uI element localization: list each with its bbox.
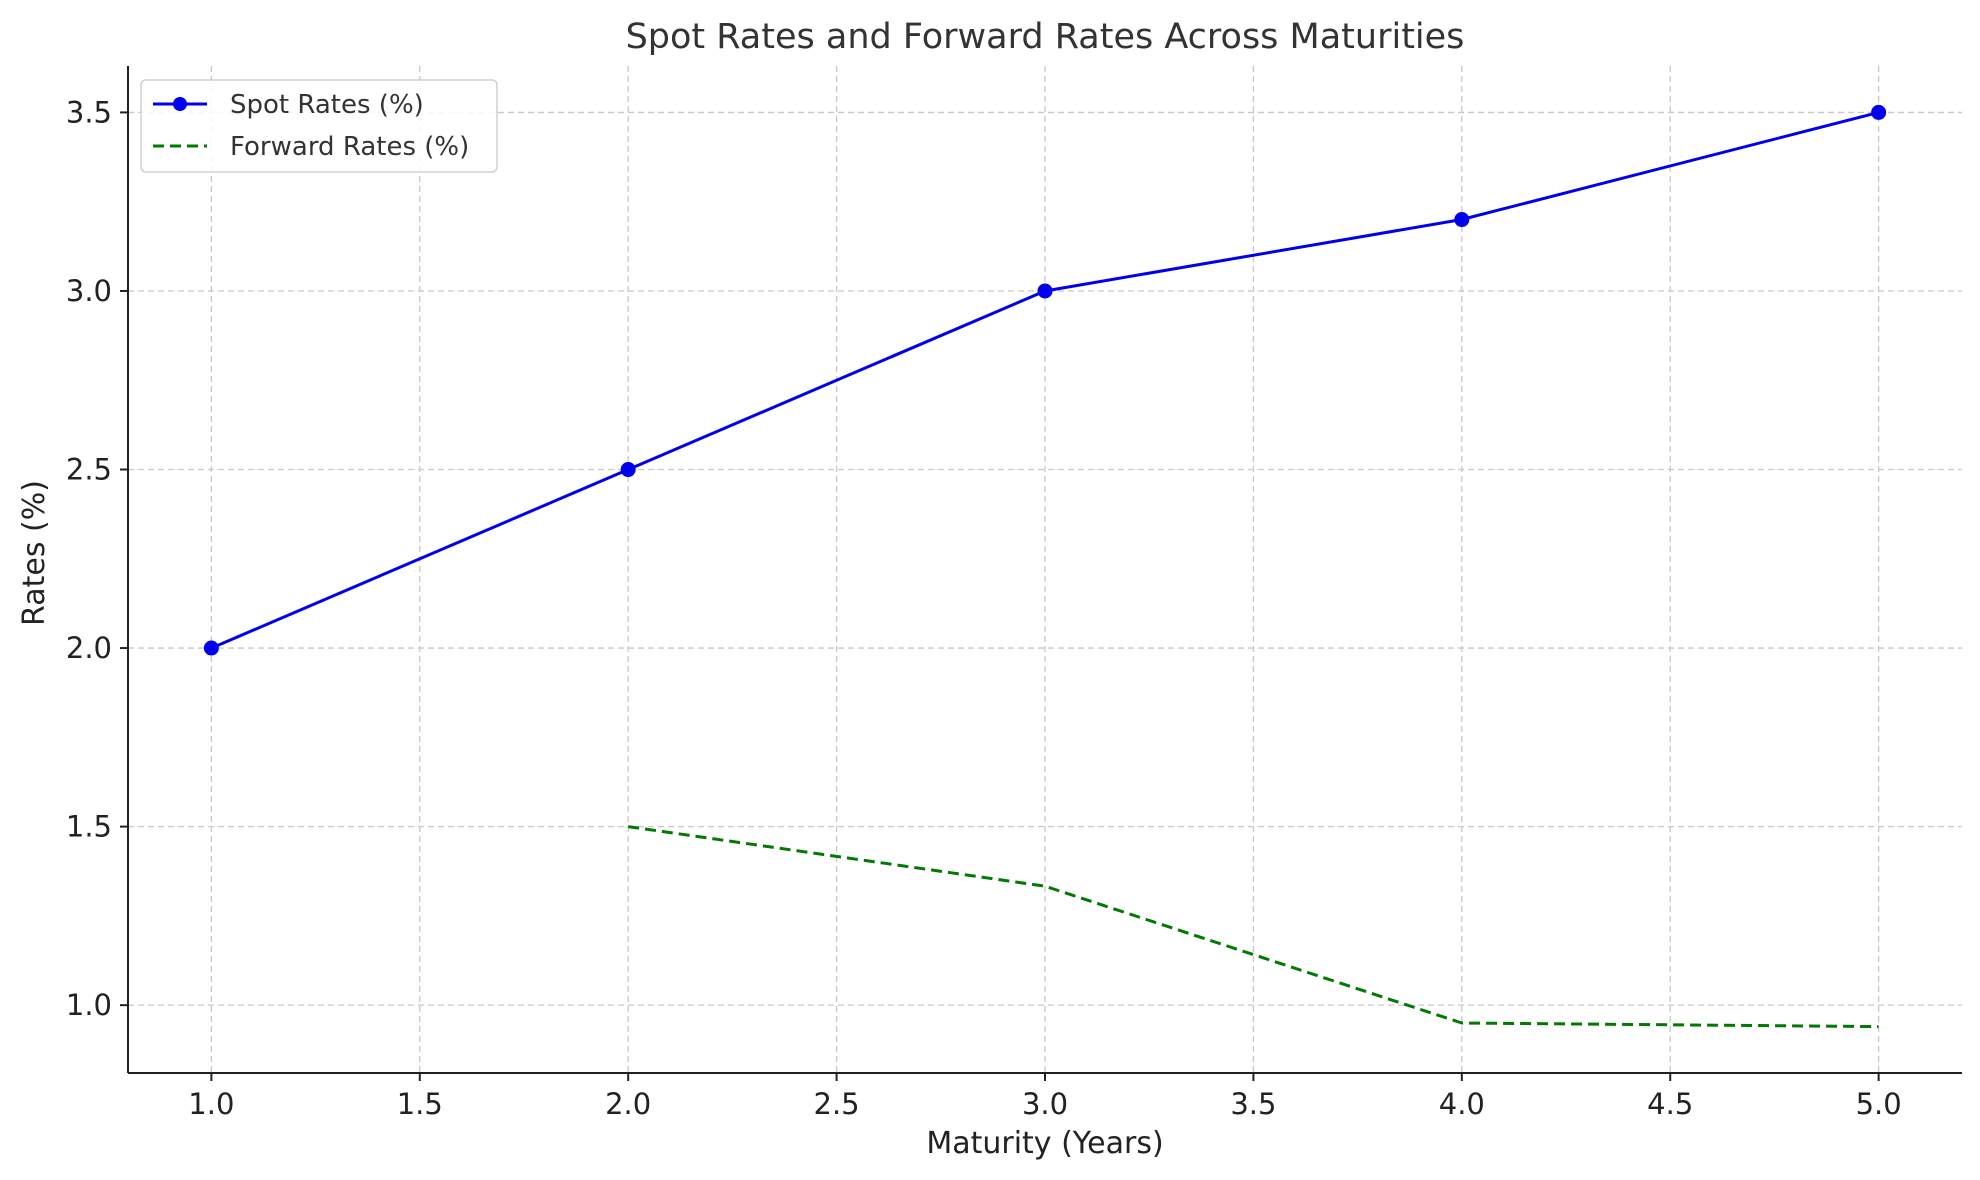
y-axis-label: Rates (%): [17, 480, 52, 626]
legend-label-forward-rates: Forward Rates (%): [230, 132, 469, 162]
y-tick-label: 2.5: [66, 453, 112, 487]
x-tick-label: 1.5: [397, 1087, 443, 1121]
chart-title: Spot Rates and Forward Rates Across Matu…: [626, 17, 1465, 57]
legend: Spot Rates (%) Forward Rates (%): [140, 79, 498, 173]
y-tick-label: 1.5: [66, 810, 112, 844]
y-tick-label: 3.5: [66, 95, 112, 129]
y-tick-label: 1.0: [66, 988, 112, 1022]
legend-spot-marker: [173, 97, 187, 111]
x-tick-label: 3.5: [1230, 1087, 1276, 1121]
x-tick-label: 3.0: [1022, 1087, 1068, 1121]
x-tick-label: 2.0: [605, 1087, 651, 1121]
spot-rates-point: [1871, 104, 1887, 120]
legend-label-spot-rates: Spot Rates (%): [230, 90, 424, 120]
x-tick-label: 4.0: [1439, 1087, 1485, 1121]
spot-rates-point: [1037, 283, 1053, 299]
y-tick-label: 2.0: [66, 631, 112, 665]
spot-rates-point: [620, 462, 636, 478]
spot-rates-point: [1454, 212, 1470, 228]
legend-box: [140, 79, 498, 173]
x-tick-label: 2.5: [814, 1087, 860, 1121]
x-axis-ticks: 1.0 1.5 2.0 2.5 3.0 3.5 4.0 4.5 5.0: [188, 1073, 1902, 1121]
y-axis-ticks: 1.0 1.5 2.0 2.5 3.0 3.5: [66, 95, 128, 1022]
series-layer: [203, 104, 1887, 1029]
y-tick-label: 3.0: [66, 274, 112, 308]
spot-rates-point: [203, 640, 219, 656]
x-axis-label: Maturity (Years): [926, 1126, 1163, 1161]
forward-rates-line: [627, 825, 1879, 1029]
x-tick-label: 4.5: [1647, 1087, 1693, 1121]
x-tick-label: 5.0: [1856, 1087, 1902, 1121]
x-tick-label: 1.0: [188, 1087, 234, 1121]
grid: [128, 66, 1962, 1073]
